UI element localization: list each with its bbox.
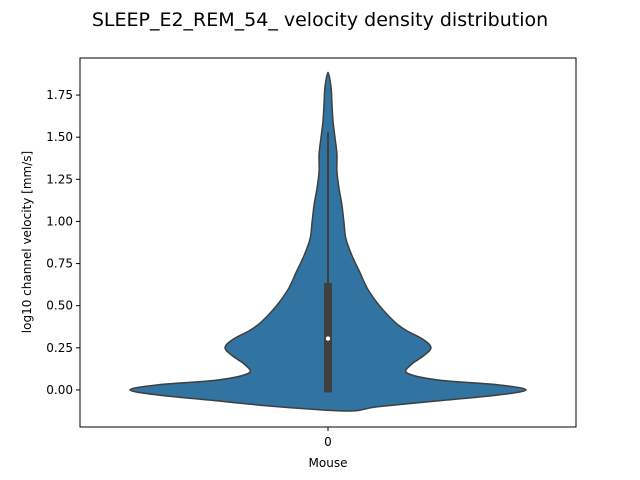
y-tick-label: 1.50 <box>46 130 73 144</box>
y-axis: 0.00 0.25 0.50 0.75 1.00 1.25 1.50 1.75 <box>46 88 80 397</box>
y-tick-label: 1.75 <box>46 88 73 102</box>
x-axis-label: Mouse <box>309 456 348 470</box>
plot-area <box>129 71 527 412</box>
y-tick-label: 1.00 <box>46 214 73 228</box>
median-marker <box>325 336 331 341</box>
y-tick-label: 0.00 <box>46 383 73 397</box>
chart-title: SLEEP_E2_REM_54_ velocity density distri… <box>92 9 548 31</box>
x-axis: 0 <box>324 427 332 449</box>
y-tick-label: 0.25 <box>46 341 73 355</box>
y-axis-label: log10 channel velocity [mm/s] <box>20 151 34 333</box>
y-tick-label: 1.25 <box>46 172 73 186</box>
y-tick-label: 0.50 <box>46 299 73 313</box>
x-tick-label: 0 <box>324 435 332 449</box>
y-tick-label: 0.75 <box>46 257 73 271</box>
